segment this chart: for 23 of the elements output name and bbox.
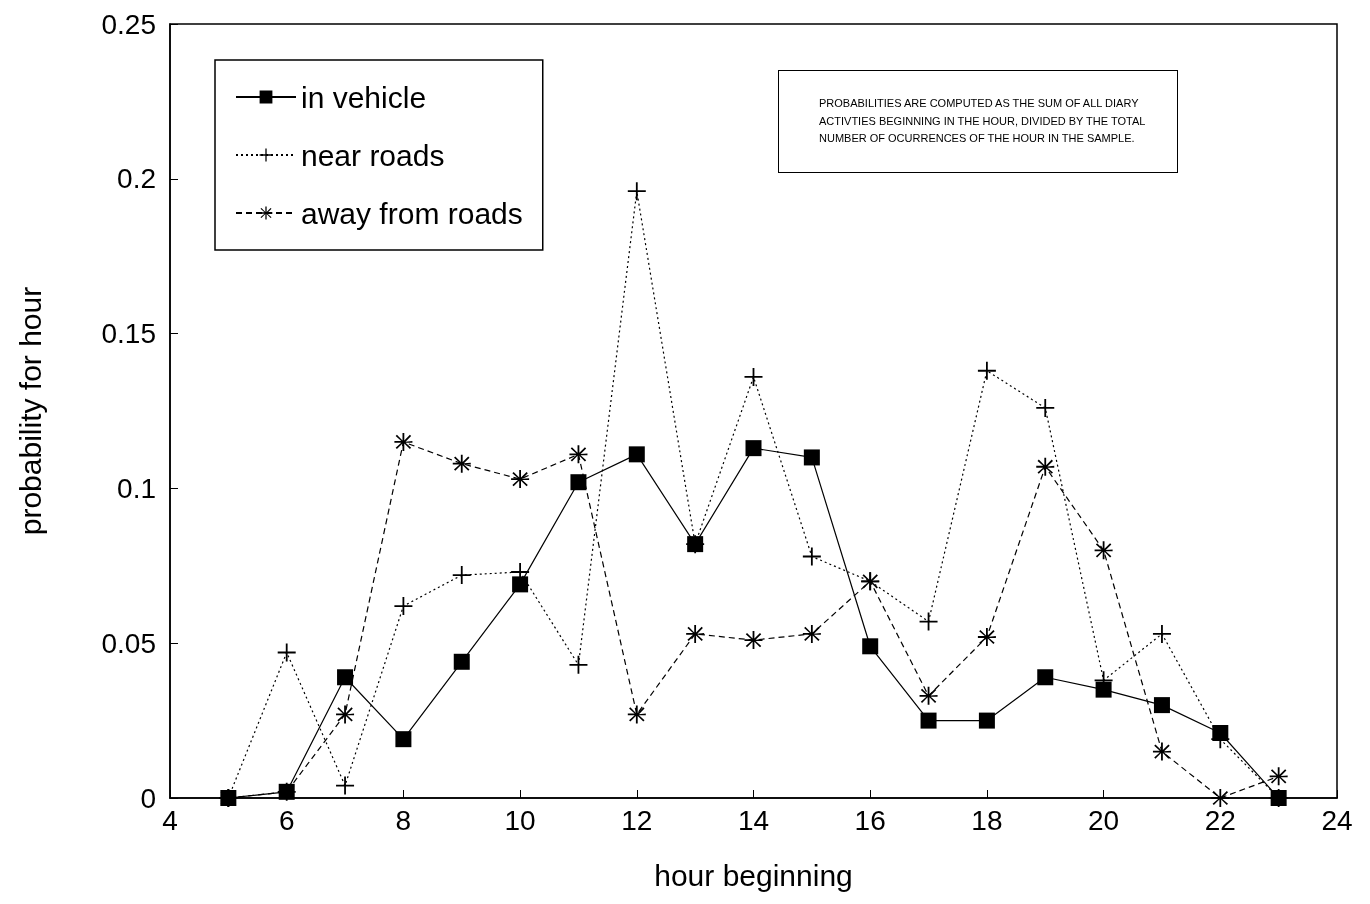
x-tick-label: 4	[162, 804, 178, 836]
y-tick-label: 0.05	[101, 627, 156, 659]
x-axis-title: hour beginning	[654, 858, 853, 892]
x-tick-label: 8	[395, 804, 412, 836]
x-tick-label: 10	[504, 804, 536, 836]
x-tick-label: 24	[1321, 804, 1353, 836]
legend-label: away from roads	[301, 196, 523, 230]
x-tick-label: 18	[971, 804, 1003, 836]
y-tick-label: 0.1	[117, 472, 156, 504]
y-tick-label: 0.2	[117, 163, 156, 195]
x-tick-label: 6	[278, 804, 295, 836]
legend-label: near roads	[301, 138, 445, 172]
legend-label: in vehicle	[301, 80, 427, 114]
x-tick-label: 20	[1088, 804, 1120, 836]
y-axis-title: probability for hour	[13, 286, 47, 536]
y-tick-label: 0.15	[101, 318, 156, 350]
note-frame: PROBABILITIES ARE COMPUTED AS THE SUM OF ALL DIARY ACTIVTIES BEGINNING IN THE HOUR, DIVIDED BY THE TOTAL NUMBER OF OCURRENCES OF THE HOUR IN THE SAMPLE.	[778, 70, 1178, 173]
x-tick-label: 16	[854, 804, 886, 836]
y-tick-label: 0.25	[101, 8, 156, 40]
x-tick-label: 12	[621, 804, 653, 836]
x-tick-label: 14	[737, 804, 770, 836]
x-tick-label: 22	[1204, 804, 1236, 836]
y-tick-label: 0	[140, 782, 156, 814]
